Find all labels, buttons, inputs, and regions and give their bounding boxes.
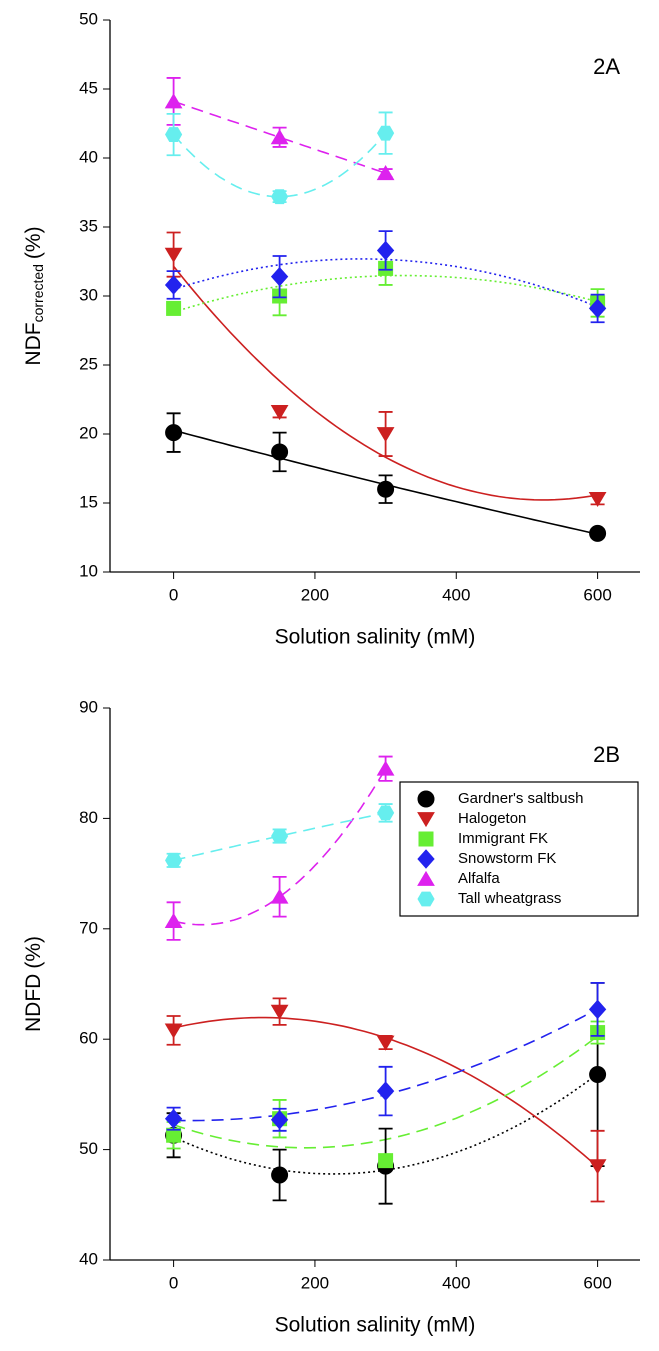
- panel-label: 2B: [593, 742, 620, 767]
- marker: [378, 1153, 394, 1169]
- x-tick-label: 400: [442, 1273, 470, 1292]
- y-axis-title-main: NDFD: [22, 974, 45, 1032]
- fit-curve: [172, 132, 387, 198]
- marker: [270, 888, 289, 904]
- marker: [271, 443, 289, 461]
- legend: Gardner's saltbush Halogeton Immigrant FK S…: [399, 781, 639, 917]
- marker: [588, 1159, 607, 1175]
- y-tick-label: 60: [79, 1029, 98, 1048]
- marker: [588, 298, 607, 319]
- y-tick-label: 40: [79, 147, 98, 166]
- marker: [588, 491, 607, 508]
- marker: [164, 912, 183, 928]
- marker: [417, 790, 435, 808]
- marker: [588, 999, 607, 1020]
- y-tick-label: 45: [79, 78, 98, 97]
- y-tick-label: 80: [79, 808, 98, 827]
- y-tick-label: 15: [79, 492, 98, 511]
- legend-box: [399, 781, 639, 917]
- marker: [589, 1066, 607, 1084]
- legend-label: Gardner's saltbush: [458, 790, 583, 807]
- legend-label: Halogeton: [458, 810, 526, 827]
- y-tick-label: 70: [79, 918, 98, 937]
- y-tick-label: 90: [79, 697, 98, 716]
- y-tick-label: 35: [79, 216, 98, 235]
- marker: [418, 831, 434, 847]
- y-tick-label: 10: [79, 561, 98, 580]
- marker: [166, 300, 182, 316]
- marker: [377, 480, 395, 498]
- marker: [377, 125, 395, 141]
- marker: [270, 1004, 289, 1020]
- x-tick-label: 0: [169, 1273, 178, 1292]
- x-tick-label: 0: [169, 585, 178, 604]
- x-tick-label: 200: [301, 585, 329, 604]
- marker: [376, 427, 395, 443]
- marker: [376, 240, 395, 261]
- marker: [589, 524, 607, 542]
- legend-label: Immigrant FK: [458, 830, 548, 847]
- marker: [164, 93, 183, 109]
- y-axis-title-sub: corrected: [30, 264, 46, 322]
- fit-curve: [173, 812, 386, 862]
- legend-label: Snowstorm FK: [458, 850, 556, 867]
- marker: [165, 127, 183, 142]
- marker: [417, 891, 435, 907]
- fit-curve: [173, 1073, 599, 1175]
- fit-curve: [172, 265, 598, 501]
- marker: [165, 852, 183, 868]
- marker: [271, 1166, 289, 1184]
- y-tick-label: 40: [79, 1249, 98, 1268]
- x-axis-title: Solution salinity (mM): [275, 1314, 476, 1337]
- y-tick-label: 50: [79, 9, 98, 28]
- fit-curve: [173, 768, 387, 926]
- marker: [165, 424, 183, 442]
- y-axis-title-unit: (%): [22, 226, 45, 259]
- marker: [270, 405, 289, 421]
- y-tick-label: 20: [79, 423, 98, 442]
- y-tick-label: 50: [79, 1139, 98, 1158]
- marker: [377, 805, 395, 821]
- marker: [270, 129, 289, 145]
- marker: [164, 247, 183, 263]
- marker: [164, 275, 183, 295]
- panel-label: 2A: [593, 54, 620, 79]
- marker: [164, 1108, 183, 1129]
- marker: [164, 1023, 183, 1039]
- marker: [376, 1081, 395, 1101]
- marker: [270, 266, 289, 287]
- marker: [271, 828, 289, 844]
- x-tick-label: 400: [442, 585, 470, 604]
- marker: [417, 849, 435, 869]
- y-tick-label: 30: [79, 285, 98, 304]
- x-tick-label: 600: [583, 585, 611, 604]
- y-axis-title: NDFcorrected (%): [22, 226, 46, 365]
- marker: [376, 1035, 395, 1051]
- marker: [417, 812, 435, 828]
- y-tick-label: 25: [79, 354, 98, 373]
- marker: [376, 760, 395, 776]
- x-tick-label: 600: [583, 1273, 611, 1292]
- marker: [417, 870, 435, 886]
- legend-label: Tall wheatgrass: [458, 890, 561, 907]
- y-axis-title-unit: (%): [22, 936, 45, 969]
- y-axis-title: NDFD (%): [22, 936, 45, 1032]
- legend-label: Alfalfa: [458, 870, 500, 887]
- marker: [271, 189, 289, 205]
- marker: [270, 1110, 289, 1130]
- x-tick-label: 200: [301, 1273, 329, 1292]
- marker: [376, 164, 395, 181]
- y-axis-title-main: NDF: [22, 322, 45, 365]
- x-axis-title: Solution salinity (mM): [275, 626, 476, 649]
